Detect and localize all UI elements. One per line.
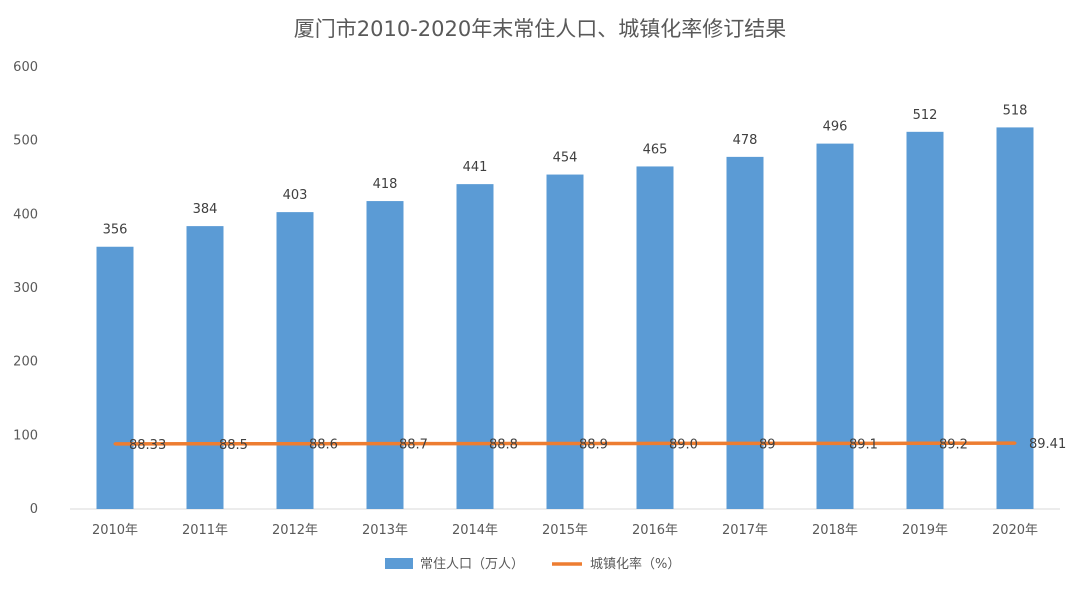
line-point xyxy=(383,442,387,446)
line-data-label: 89.2 xyxy=(939,437,968,452)
bar-data-label: 403 xyxy=(283,188,308,203)
bar xyxy=(816,143,854,509)
bar xyxy=(636,166,674,509)
legend: 常住人口（万人） 城镇化率（%） xyxy=(385,556,680,572)
legend-line-label: 城镇化率（%） xyxy=(590,556,680,572)
x-tick-label: 2013年 xyxy=(362,523,408,538)
line-point xyxy=(923,441,927,445)
x-tick-label: 2012年 xyxy=(272,523,318,538)
line-data-label: 88.7 xyxy=(399,438,428,453)
x-tick-label: 2019年 xyxy=(902,523,948,538)
bar-data-label: 478 xyxy=(733,133,758,148)
y-tick-label: 100 xyxy=(13,428,38,443)
x-tick-label: 2016年 xyxy=(632,523,678,538)
line-point xyxy=(473,442,477,446)
x-tick-label: 2014年 xyxy=(452,523,498,538)
bar xyxy=(186,226,224,509)
line-series xyxy=(113,441,1017,446)
legend-bar-label: 常住人口（万人） xyxy=(420,557,524,572)
y-tick-label: 200 xyxy=(13,355,38,370)
x-tick-label: 2020年 xyxy=(992,523,1038,538)
y-tick-label: 600 xyxy=(13,60,38,75)
y-tick-label: 500 xyxy=(13,134,38,149)
y-axis-ticks: 0 100 200 300 400 500 600 xyxy=(13,60,38,517)
line-point xyxy=(113,442,117,446)
line-data-label: 88.5 xyxy=(219,438,248,453)
bar-data-label: 441 xyxy=(463,160,488,175)
bar-data-label: 356 xyxy=(103,223,128,238)
bar xyxy=(456,184,494,509)
line-data-label: 88.6 xyxy=(309,438,338,453)
line-data-label: 89 xyxy=(759,437,776,452)
bar xyxy=(906,131,944,509)
legend-bar-swatch xyxy=(385,558,413,569)
bar-data-label: 384 xyxy=(193,202,218,217)
x-tick-label: 2011年 xyxy=(182,523,228,538)
bar-data-label: 454 xyxy=(553,151,578,166)
line-data-label: 89.1 xyxy=(849,437,878,452)
line-point xyxy=(563,442,567,446)
x-axis-ticks: 2010年 2011年 2012年 2013年 2014年 2015年 2016年 2017年… xyxy=(92,523,1038,538)
line-point xyxy=(743,441,747,445)
chart-title: 厦门市2010-2020年末常住人口、城镇化率修订结果 xyxy=(294,17,786,41)
line-data-label: 89.41 xyxy=(1029,437,1066,452)
bar-data-label: 465 xyxy=(643,142,668,157)
bar xyxy=(996,127,1034,509)
bar xyxy=(546,174,584,509)
bar xyxy=(366,201,404,509)
bar-data-label: 418 xyxy=(373,177,398,192)
y-tick-label: 300 xyxy=(13,281,38,296)
bar xyxy=(276,212,314,509)
line-data-label: 88.8 xyxy=(489,438,518,453)
line-data-label: 88.9 xyxy=(579,438,608,453)
bar-data-label: 518 xyxy=(1003,103,1028,118)
bar-series xyxy=(96,127,1034,509)
line-data-label: 89.0 xyxy=(669,437,698,452)
line-point xyxy=(653,441,657,445)
bar-data-label: 512 xyxy=(913,108,938,123)
line-point xyxy=(1013,441,1017,445)
x-tick-label: 2015年 xyxy=(542,523,588,538)
line-point xyxy=(833,441,837,445)
line-data-labels: 88.33 88.5 88.6 88.7 88.8 88.9 89.0 89 89.1 89.2 8… xyxy=(129,437,1066,453)
bar-data-labels: 356 384 403 418 441 454 465 478 496 512 518 xyxy=(103,103,1028,237)
line-point xyxy=(293,442,297,446)
line-data-label: 88.33 xyxy=(129,438,166,453)
x-tick-label: 2018年 xyxy=(812,523,858,538)
line-point xyxy=(203,442,207,446)
bar xyxy=(726,156,764,509)
y-tick-label: 0 xyxy=(30,502,38,517)
bar-data-label: 496 xyxy=(823,120,848,135)
x-tick-label: 2010年 xyxy=(92,523,138,538)
bar xyxy=(96,246,134,509)
x-tick-label: 2017年 xyxy=(722,523,768,538)
y-tick-label: 400 xyxy=(13,207,38,222)
